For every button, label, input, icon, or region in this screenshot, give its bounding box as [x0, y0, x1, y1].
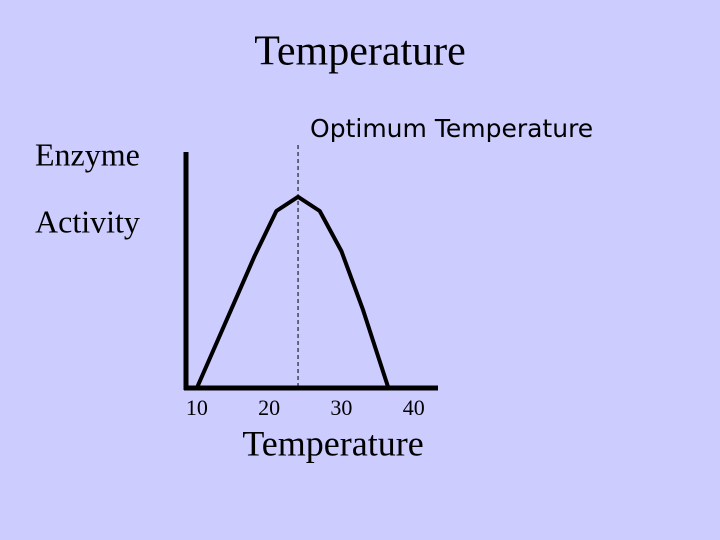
curve — [194, 194, 391, 390]
x-axis-label: Temperature — [242, 423, 423, 463]
annotation: Optimum Temperature — [310, 114, 593, 143]
y-axis-label: Enzyme — [35, 136, 140, 172]
y-axis-label: Activity — [35, 203, 140, 239]
x-tick-label: 40 — [403, 395, 425, 420]
x-tick-label: 20 — [258, 395, 280, 420]
x-tick-label: 10 — [186, 395, 208, 420]
chart-title: Temperature — [254, 29, 466, 75]
x-tick-label: 30 — [330, 395, 352, 420]
